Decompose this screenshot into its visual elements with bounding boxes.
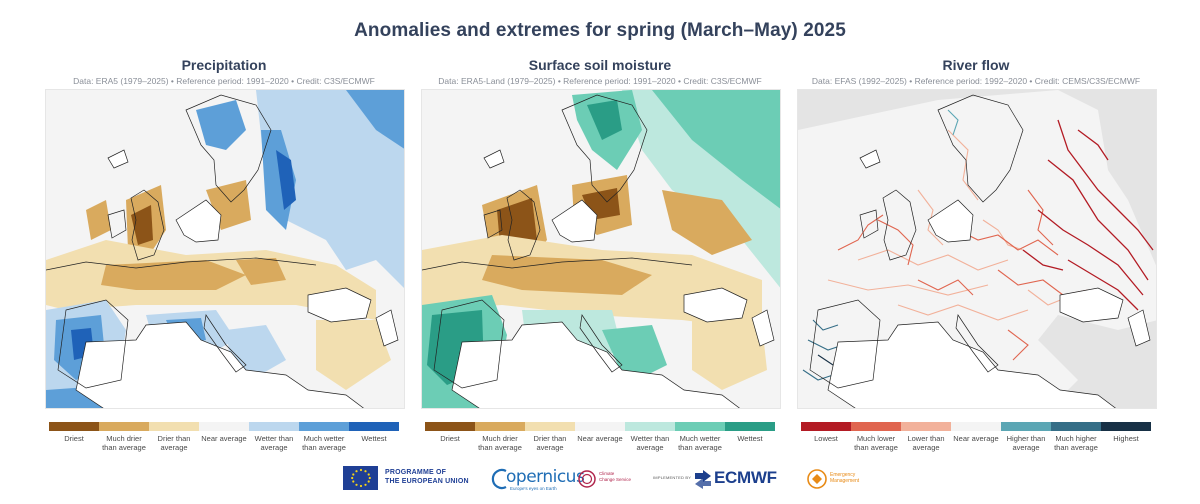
c3s-line-1: Climate (599, 471, 615, 476)
copernicus-tagline: Europe's eyes on Earth (510, 486, 557, 491)
legend-swatch (801, 422, 851, 431)
legend-label: Much drier than average (478, 434, 522, 452)
legend-label: Drier than average (157, 434, 191, 452)
legend-swatch (1001, 422, 1051, 431)
soil-moisture-legend: Driest Much drier than average Drier tha… (425, 422, 775, 452)
eu-flag-icon (343, 466, 378, 490)
legend-swatch (525, 422, 575, 431)
eu-line-2: THE EUROPEAN UNION (385, 477, 469, 485)
river-flow-map-svg (798, 90, 1156, 408)
legend-swatch (475, 422, 525, 431)
legend-label: Wetter than average (254, 434, 294, 452)
panel-subtitle: Data: ERA5 (1979–2025) • Reference perio… (73, 76, 375, 86)
cems-emblem-icon (807, 469, 827, 489)
c3s-line-2: Change Service (599, 476, 632, 482)
implemented-by-label: IMPLEMENTED BY (653, 475, 692, 480)
panel-title: Precipitation (181, 57, 267, 73)
c3s-swirl-icon (578, 470, 596, 488)
copernicus-c-icon (491, 468, 507, 490)
ecmwf-wordmark: ECMWF (714, 468, 777, 487)
panel-subtitle: Data: ERA5-Land (1979–2025) • Reference … (438, 76, 762, 86)
legend-swatch (725, 422, 775, 431)
panel-soil-moisture: Surface soil moisture Data: ERA5-Land (1… (419, 56, 781, 452)
panel-title: Surface soil moisture (528, 57, 672, 73)
legend-swatch (625, 422, 675, 431)
legend-label: Wetter than average (630, 434, 670, 452)
footer-logos: PROGRAMME OF THE EUROPEAN UNION opernicu… (0, 462, 1200, 498)
legend-swatch (299, 422, 349, 431)
soil-moisture-map-svg (422, 90, 780, 408)
legend-label: Near average (201, 434, 247, 443)
legend-label: Much lower than average (854, 434, 898, 452)
legend-label: Drier than average (533, 434, 567, 452)
legend-swatch (149, 422, 199, 431)
legend-swatch (1101, 422, 1151, 431)
legend-label: Much drier than average (102, 434, 146, 452)
legend-swatch (951, 422, 1001, 431)
legend-label: Lower than average (907, 434, 945, 452)
legend-label: Driest (440, 434, 460, 443)
legend-label: Wettest (737, 434, 763, 443)
ecmwf-arrows-icon (695, 470, 711, 489)
eu-line-1: PROGRAMME OF (385, 469, 447, 476)
legend-swatch (901, 422, 951, 431)
legend-label: Much higher than average (1054, 434, 1098, 452)
panel-subtitle: Data: EFAS (1992–2025) • Reference perio… (811, 76, 1141, 86)
legend-swatch (851, 422, 901, 431)
legend-swatch (99, 422, 149, 431)
cems-label: Emergency Management (830, 472, 859, 484)
legend-swatch (425, 422, 475, 431)
panel-title: River flow (942, 57, 1010, 73)
c3s-label: Climate Change Service (599, 471, 631, 482)
precipitation-legend: Driest Much drier than average Drier tha… (49, 422, 399, 452)
precipitation-map (45, 89, 405, 409)
legend-swatch (249, 422, 299, 431)
precipitation-map-svg (46, 90, 404, 408)
legend-swatch (49, 422, 99, 431)
legend-bar (801, 422, 1151, 431)
legend-label: Near average (577, 434, 623, 443)
panel-river-flow: River flow Data: EFAS (1992–2025) • Refe… (795, 56, 1157, 452)
eu-programme-label: PROGRAMME OF THE EUROPEAN UNION (385, 469, 469, 486)
legend-label: Driest (64, 434, 84, 443)
cems-line-2: Management (830, 478, 860, 484)
legend-label: Lowest (814, 434, 838, 443)
page-title: Anomalies and extremes for spring (March… (354, 20, 846, 41)
soil-moisture-map (421, 89, 781, 409)
legend-swatch (349, 422, 399, 431)
river-flow-legend: Lowest Much lower than average Lower tha… (801, 422, 1151, 452)
legend-bar (49, 422, 399, 431)
legend-swatch (1051, 422, 1101, 431)
legend-swatch (675, 422, 725, 431)
legend-label: Much wetter than average (678, 434, 722, 452)
legend-label: Near average (953, 434, 999, 443)
legend-label: Wettest (361, 434, 387, 443)
legend-label: Much wetter than average (302, 434, 346, 452)
river-flow-map (797, 89, 1157, 409)
panel-precipitation: Precipitation Data: ERA5 (1979–2025) • R… (43, 56, 405, 452)
legend-label: Highest (1113, 434, 1139, 443)
cems-line-1: Emergency (830, 472, 856, 478)
copernicus-wordmark: opernicus (506, 467, 585, 487)
legend-swatch (199, 422, 249, 431)
legend-swatch (575, 422, 625, 431)
legend-label: Higher than average (1006, 434, 1046, 452)
legend-bar (425, 422, 775, 431)
